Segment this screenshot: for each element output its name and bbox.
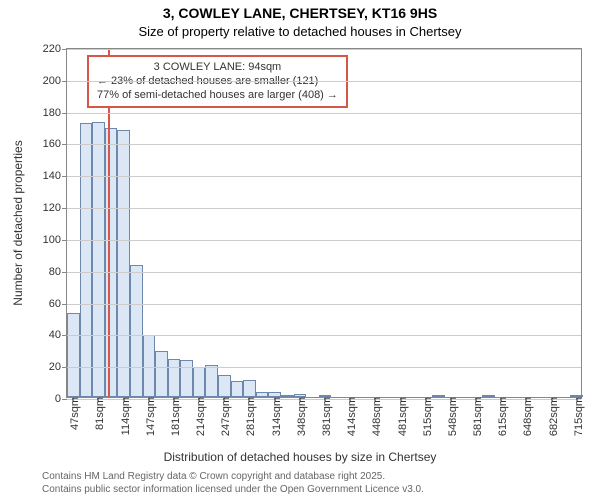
y-tick-label: 20 [49,361,67,373]
plot-area: 3 COWLEY LANE: 94sqm ← 23% of detached h… [66,48,582,398]
x-tick-label: 515sqm [418,397,434,436]
y-tick-label: 140 [43,170,67,182]
chart-container: 3, COWLEY LANE, CHERTSEY, KT16 9HS Size … [0,0,600,500]
gridline [67,113,581,114]
gridline [67,304,581,305]
x-tick-label: 715sqm [569,397,585,436]
gridline [67,208,581,209]
x-tick-label: 147sqm [141,397,157,436]
histogram-bar [155,351,168,397]
histogram-bar [193,367,206,397]
x-tick-label: 581sqm [468,397,484,436]
gridline [67,81,581,82]
y-axis-label: Number of detached properties [11,140,25,305]
x-tick-label: 247sqm [216,397,232,436]
histogram-bar [218,375,231,397]
histogram-bar [130,265,143,397]
y-tick-label: 160 [43,138,67,150]
x-tick-label: 615sqm [493,397,509,436]
histogram-bar [67,313,80,397]
chart-title: 3, COWLEY LANE, CHERTSEY, KT16 9HS [0,5,600,21]
x-tick-label: 548sqm [443,397,459,436]
gridline [67,272,581,273]
y-tick-label: 180 [43,107,67,119]
histogram-bar [205,365,218,397]
footer-line-1: Contains HM Land Registry data © Crown c… [42,471,385,482]
footer-line-2: Contains public sector information licen… [42,484,424,495]
x-tick-label: 47sqm [65,397,81,430]
x-axis-label: Distribution of detached houses by size … [0,450,600,464]
y-tick-label: 220 [43,43,67,55]
x-tick-label: 181sqm [166,397,182,436]
histogram-bar [243,380,256,398]
x-tick-label: 348sqm [292,397,308,436]
x-tick-label: 381sqm [317,397,333,436]
gridline [67,335,581,336]
histogram-bar [180,360,193,397]
chart-subtitle: Size of property relative to detached ho… [0,24,600,39]
y-tick-label: 120 [43,202,67,214]
histogram-bar [92,122,105,397]
histogram-bar [231,381,244,397]
histogram-bar [105,128,118,397]
x-tick-label: 281sqm [241,397,257,436]
x-tick-label: 414sqm [342,397,358,436]
x-tick-label: 682sqm [544,397,560,436]
x-tick-label: 481sqm [393,397,409,436]
histogram-bar [80,123,93,397]
histogram-bar [143,335,156,397]
gridline [67,367,581,368]
x-tick-label: 114sqm [116,397,132,435]
x-tick-label: 448sqm [367,397,383,436]
histogram-bar [168,359,181,397]
annotation-line-3: 77% of semi-detached houses are larger (… [97,89,338,103]
x-tick-label: 214sqm [191,397,207,436]
gridline [67,240,581,241]
x-tick-label: 81sqm [90,397,106,430]
gridline [67,49,581,50]
y-tick-label: 60 [49,298,67,310]
y-tick-label: 200 [43,75,67,87]
x-tick-label: 648sqm [518,397,534,436]
histogram-bar [117,130,130,397]
y-tick-label: 100 [43,234,67,246]
gridline [67,144,581,145]
x-tick-label: 314sqm [267,397,283,436]
y-tick-label: 80 [49,266,67,278]
annotation-line-1: 3 COWLEY LANE: 94sqm [97,61,338,75]
y-tick-label: 40 [49,329,67,341]
gridline [67,176,581,177]
